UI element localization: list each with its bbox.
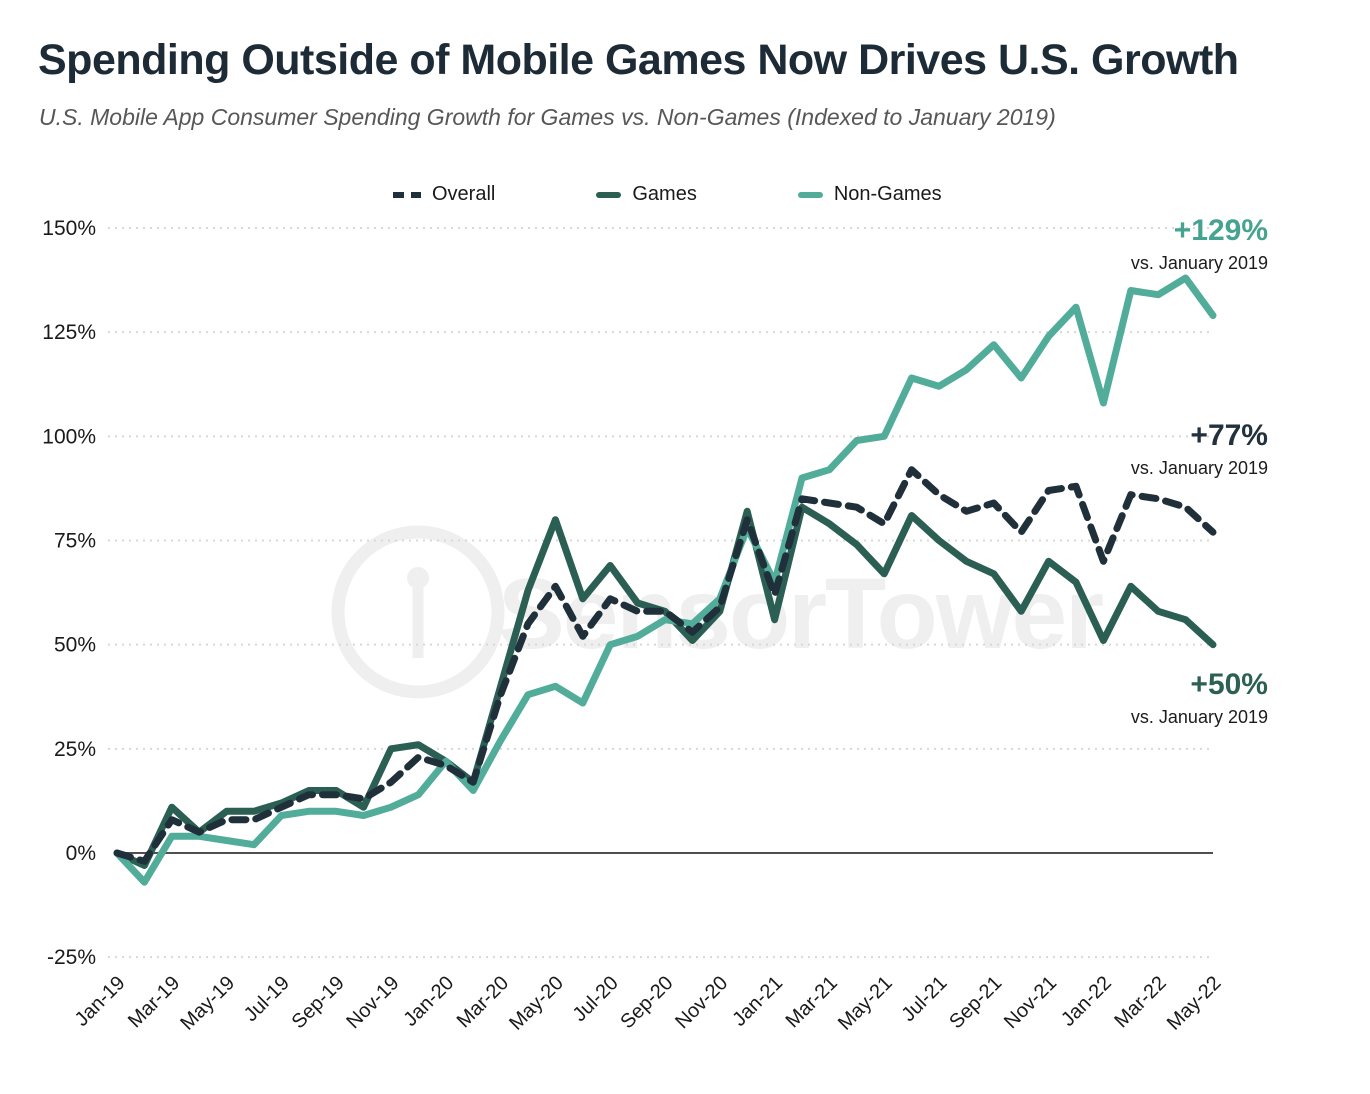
page-title: Spending Outside of Mobile Games Now Dri… [38, 36, 1239, 84]
overall-series-line [113, 466, 1217, 865]
annotation-non-games-end: +129% vs. January 2019 [1131, 214, 1268, 274]
x-tick-label: Sep-20 [616, 972, 677, 1033]
legend-item-non-games: Non-Games [797, 183, 942, 206]
annotation-value-overall: +77% [1190, 419, 1268, 452]
non-games-line-swatch-icon [797, 191, 823, 198]
annotation-value-games: +50% [1190, 668, 1268, 701]
x-tick-label: May-21 [834, 972, 897, 1035]
x-tick-label: Jan-22 [1057, 972, 1116, 1031]
x-tick-label: Sep-19 [288, 972, 349, 1033]
x-tick-label: Nov-21 [1000, 972, 1061, 1033]
x-tick-label: Jul-21 [897, 972, 951, 1026]
y-tick-label: 50% [54, 634, 96, 657]
x-tick-label: Nov-19 [342, 972, 403, 1033]
chart-legend: Overall Games Non-Games [393, 183, 942, 206]
x-tick-label: May-22 [1163, 972, 1226, 1035]
x-tick-label: Jul-19 [240, 972, 294, 1026]
x-tick-label: Nov-20 [671, 972, 732, 1033]
x-tick-label: Jan-20 [400, 972, 459, 1031]
y-tick-label: 0% [66, 842, 96, 865]
non-games-series-line [113, 274, 1217, 886]
annotation-overall-end: +77% vs. January 2019 [1131, 419, 1268, 479]
y-axis: 150% 125% 100% 75% 50% 25% 0% -25% [42, 217, 1213, 969]
legend-label-games: Games [632, 183, 697, 205]
x-tick-label: Mar-22 [1110, 972, 1170, 1032]
legend-item-overall: Overall [393, 183, 495, 206]
x-tick-label: Mar-21 [782, 972, 842, 1032]
x-tick-label: Sep-21 [945, 972, 1006, 1033]
y-tick-label: 100% [42, 425, 96, 448]
x-tick-label: May-19 [176, 972, 239, 1035]
y-tick-label: 125% [42, 321, 96, 344]
y-tick-label: 25% [54, 738, 96, 761]
annotation-caption-games: vs. January 2019 [1130, 707, 1268, 727]
chart-subtitle: U.S. Mobile App Consumer Spending Growth… [39, 104, 1056, 130]
annotation-caption-overall: vs. January 2019 [1130, 458, 1268, 478]
games-line-swatch-icon [596, 191, 622, 198]
x-tick-label: May-20 [505, 972, 568, 1035]
x-tick-label: Jul-20 [569, 972, 623, 1026]
legend-label-overall: Overall [432, 183, 496, 205]
overall-dashed-line-swatch-icon [393, 191, 421, 198]
y-tick-label: -25% [47, 946, 96, 969]
x-tick-label: Jan-19 [71, 972, 130, 1031]
x-tick-label: Mar-19 [124, 972, 184, 1032]
watermark-text: SensorTower [498, 558, 1103, 670]
annotation-value-non-games: +129% [1173, 214, 1268, 247]
y-tick-label: 75% [54, 530, 96, 553]
y-tick-label: 150% [42, 217, 96, 240]
x-tick-label: Mar-20 [453, 972, 513, 1032]
annotation-caption-non-games: vs. January 2019 [1130, 253, 1268, 273]
annotation-games-end: +50% vs. January 2019 [1131, 668, 1268, 728]
games-series-line [113, 503, 1217, 869]
legend-item-games: Games [596, 183, 697, 206]
legend-label-non-games: Non-Games [833, 183, 942, 205]
x-tick-label: Jan-21 [728, 972, 787, 1031]
